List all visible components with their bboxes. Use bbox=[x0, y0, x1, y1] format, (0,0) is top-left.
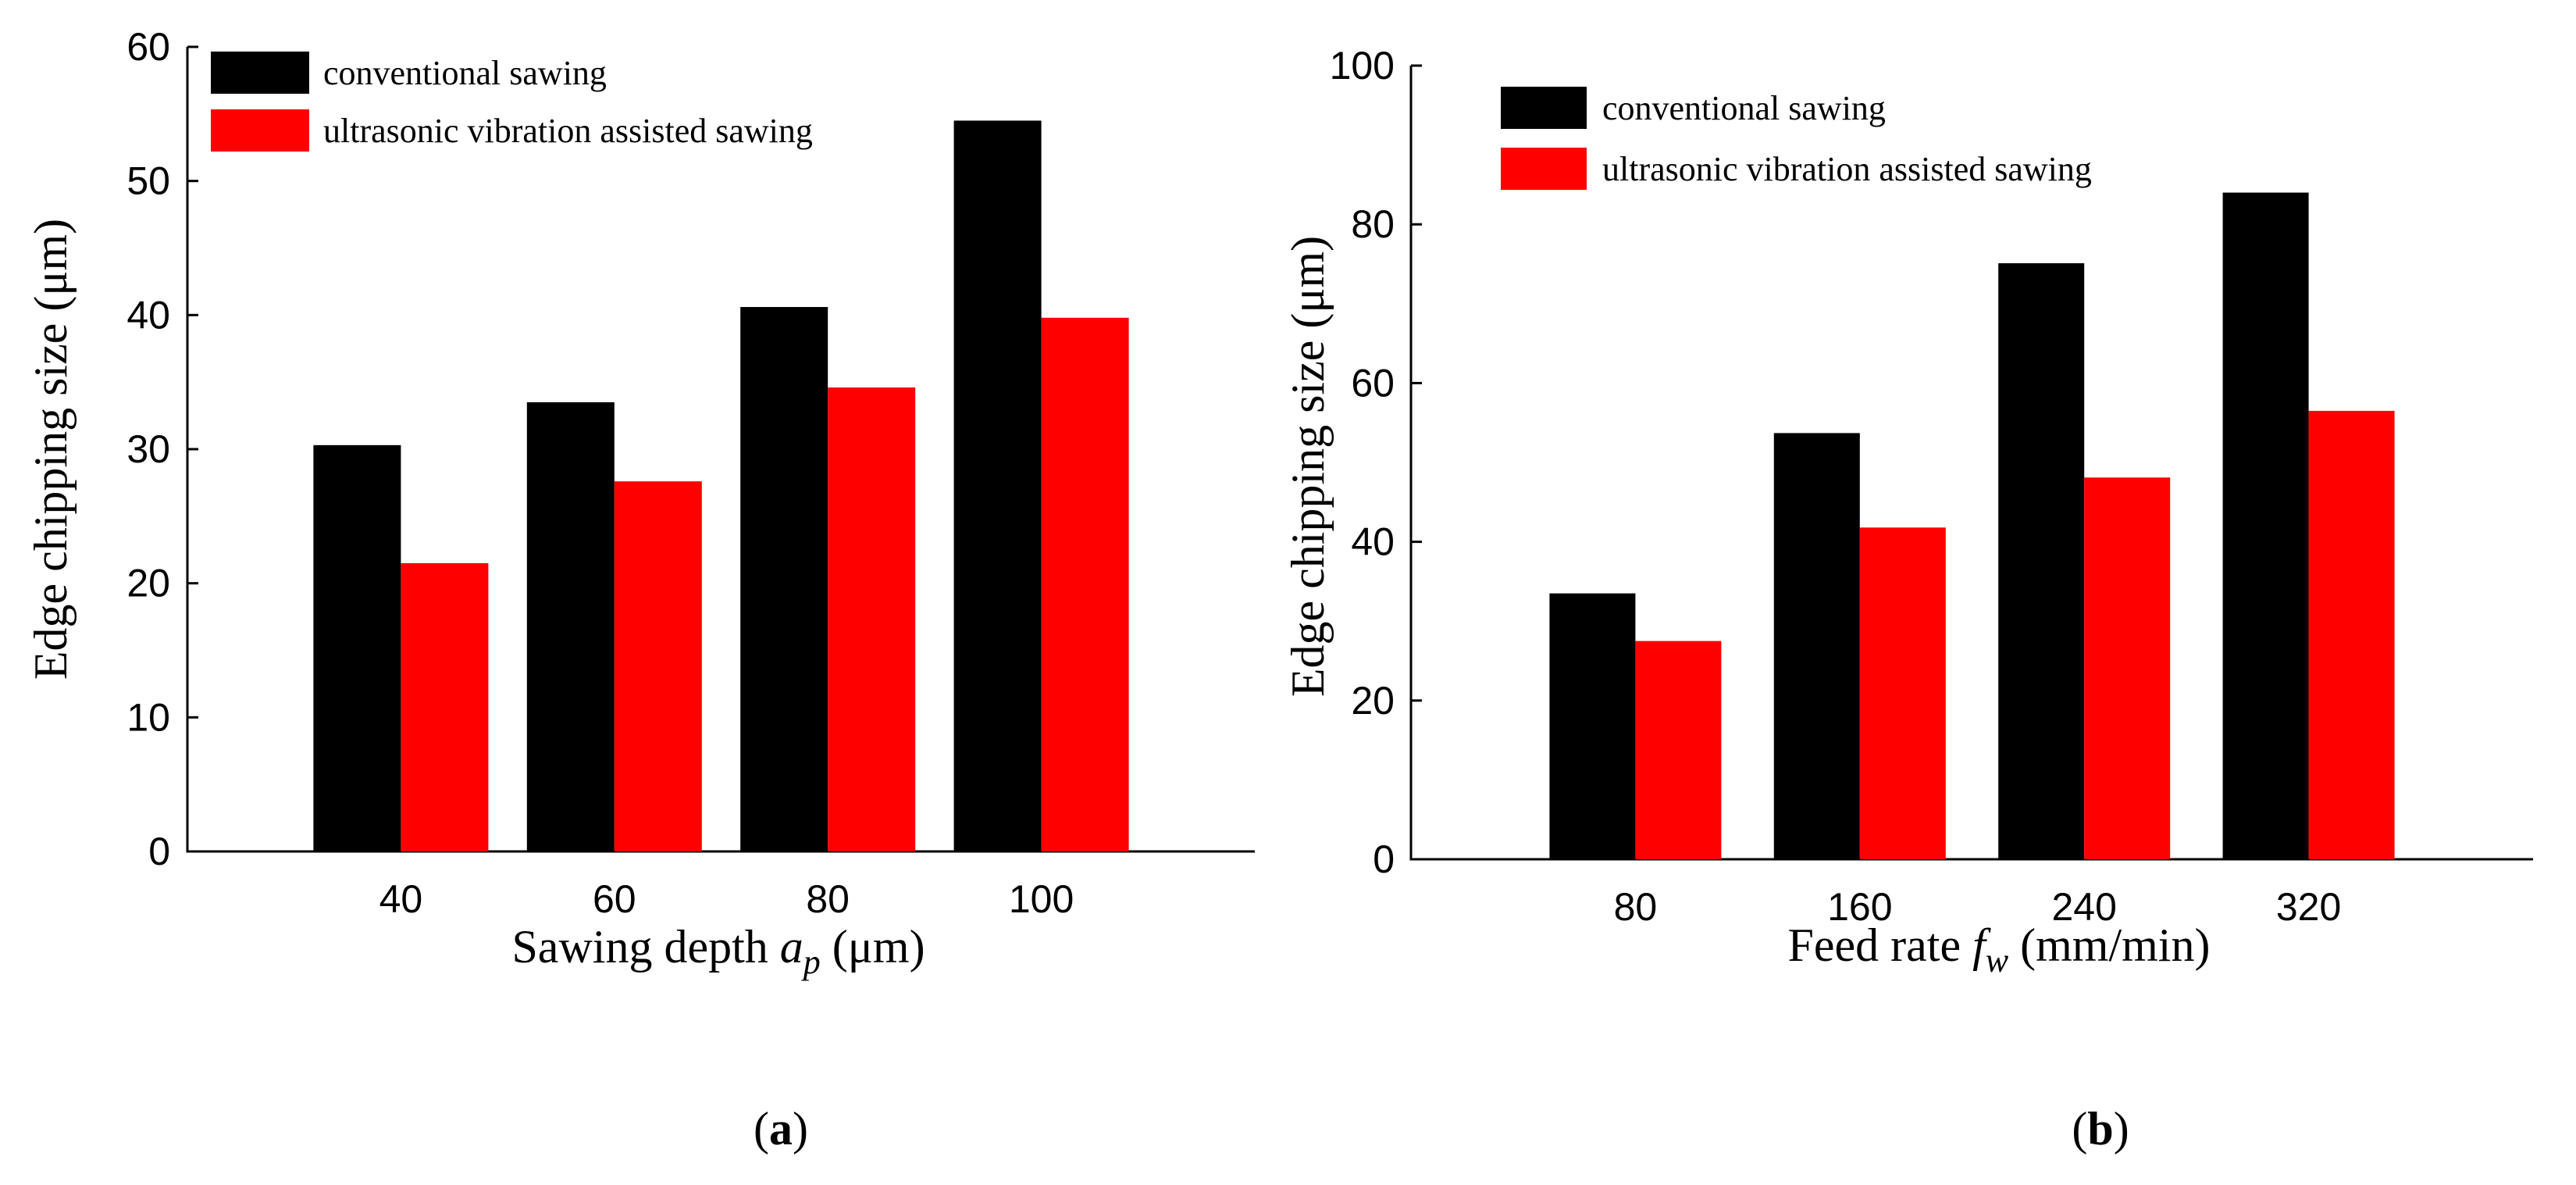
y-tick-label: 0 bbox=[1373, 837, 1395, 881]
bar-conventional-320 bbox=[2222, 192, 2309, 859]
y-tick-label: 80 bbox=[1351, 202, 1395, 246]
y-tick-label: 20 bbox=[126, 562, 170, 605]
chart-b: 0 20 40 60 80 100 80 160 240 320 Edge chipping siz… bbox=[1282, 44, 2533, 1155]
legend-label-conventional: conventional sawing bbox=[1602, 89, 1886, 127]
bar-ultrasonic-80 bbox=[828, 387, 916, 851]
x-tick-label: 40 bbox=[379, 877, 423, 921]
y-tick-label: 40 bbox=[1351, 520, 1395, 564]
y-axis-title: Edge chipping size (μm) bbox=[25, 219, 77, 680]
bar-ultrasonic-160 bbox=[1859, 527, 1946, 859]
bar-conventional-100 bbox=[953, 120, 1042, 851]
y-tick-label: 20 bbox=[1351, 679, 1395, 723]
bar-conventional-80 bbox=[1549, 593, 1636, 859]
y-axis-title: Edge chipping size (μm) bbox=[1282, 236, 1334, 697]
bar-ultrasonic-80 bbox=[1635, 641, 1722, 859]
bar-conventional-40 bbox=[313, 444, 401, 851]
y-tick-label: 50 bbox=[126, 159, 170, 203]
panel-label-a: (a) bbox=[754, 1103, 808, 1155]
y-tick-label: 30 bbox=[126, 427, 170, 471]
y-tick-label: 60 bbox=[126, 25, 170, 69]
y-tick-label: 100 bbox=[1330, 44, 1395, 87]
x-tick-label: 240 bbox=[2051, 885, 2116, 929]
y-tick-label: 60 bbox=[1351, 361, 1395, 405]
x-axis-title: Sawing depth ap (μm) bbox=[511, 921, 925, 981]
x-tick-label: 80 bbox=[1614, 885, 1658, 929]
bar-conventional-160 bbox=[1773, 433, 1860, 859]
x-tick-label: 60 bbox=[593, 877, 636, 921]
legend-label-ultrasonic: ultrasonic vibration assisted sawing bbox=[1602, 150, 2092, 188]
bar-ultrasonic-60 bbox=[614, 481, 702, 851]
bar-ultrasonic-100 bbox=[1041, 317, 1129, 851]
y-tick-label: 10 bbox=[126, 695, 170, 739]
bar-conventional-80 bbox=[740, 307, 828, 851]
legend-swatch-ultrasonic bbox=[1501, 148, 1587, 190]
panel-label-b: (b) bbox=[2072, 1103, 2129, 1155]
legend-label-ultrasonic: ultrasonic vibration assisted sawing bbox=[323, 112, 813, 150]
bar-ultrasonic-40 bbox=[401, 562, 489, 851]
bar-conventional-60 bbox=[526, 402, 615, 851]
x-tick-label: 100 bbox=[1009, 877, 1074, 921]
bar-conventional-240 bbox=[1998, 262, 2085, 859]
y-tick-label: 40 bbox=[126, 293, 170, 337]
chart-a: 0 10 20 30 40 50 60 40 60 80 100 Edge chipping size… bbox=[25, 25, 1255, 1155]
x-tick-label: 160 bbox=[1827, 885, 1892, 929]
x-tick-label: 80 bbox=[806, 877, 850, 921]
legend-label-conventional: conventional sawing bbox=[323, 54, 607, 92]
x-axis-title: Feed rate fw (mm/min) bbox=[1788, 919, 2211, 980]
y-tick-label: 0 bbox=[148, 830, 170, 873]
x-tick-label: 320 bbox=[2276, 885, 2341, 929]
legend-swatch-conventional bbox=[1501, 87, 1587, 129]
bar-ultrasonic-240 bbox=[2084, 477, 2171, 859]
bar-ultrasonic-320 bbox=[2308, 410, 2395, 859]
legend-swatch-ultrasonic bbox=[211, 109, 309, 152]
legend-swatch-conventional bbox=[211, 52, 309, 94]
